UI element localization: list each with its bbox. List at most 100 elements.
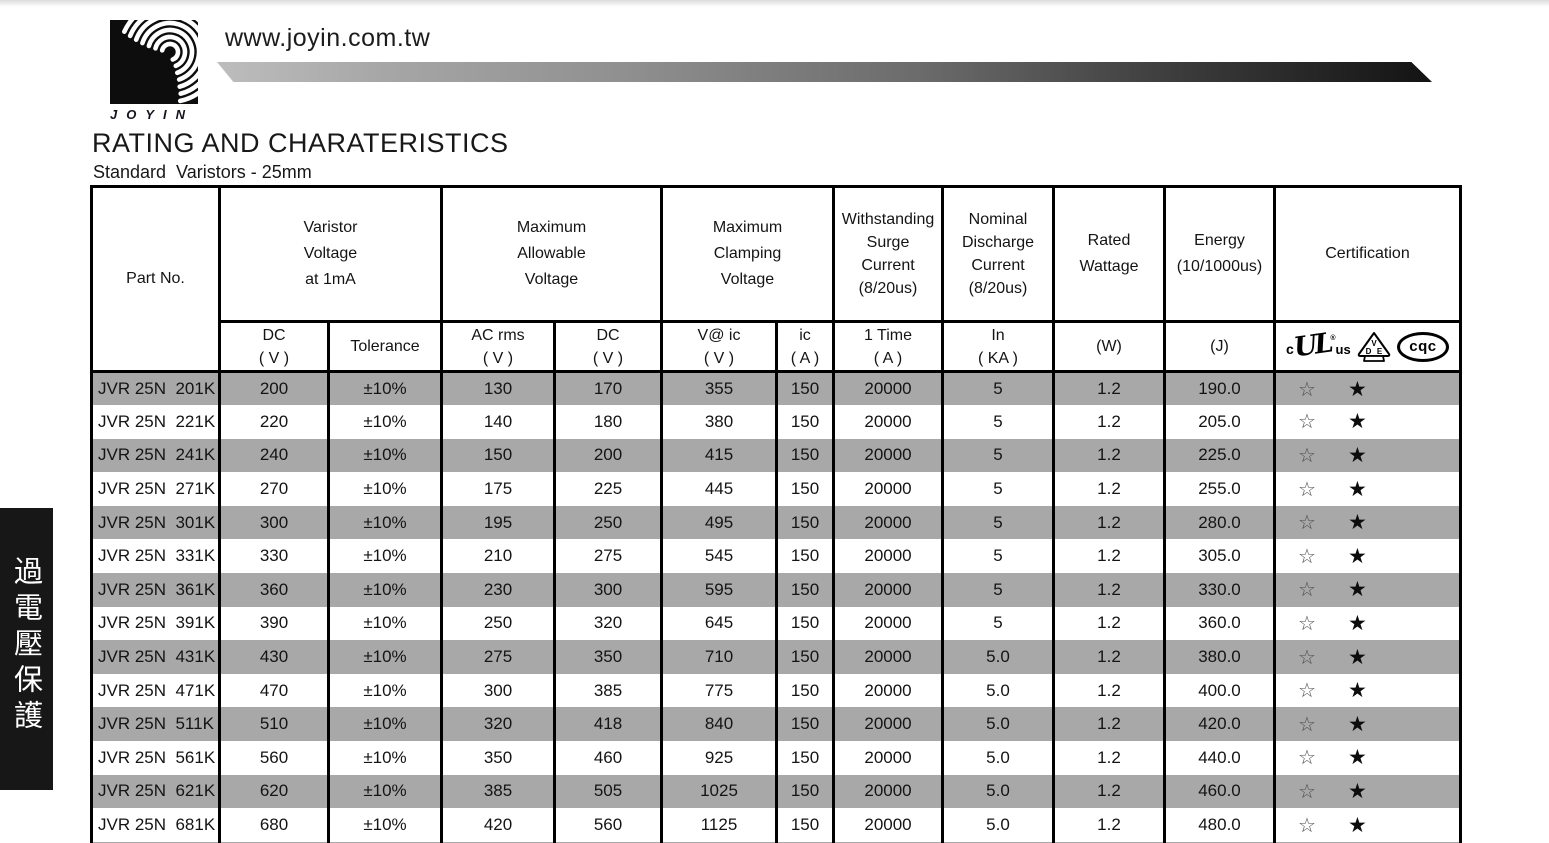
table-row: JVR 25N 681K 680 ±10% 420 560 1125 150 20000 5.0… [91, 808, 1461, 842]
cell-clamping-current: 150 [775, 774, 834, 809]
cell-dc-voltage: 200 [218, 371, 329, 406]
cell-part-no: JVR 25N 201K [91, 371, 220, 406]
vde-cert-star-icon: ★ [1347, 813, 1367, 837]
cell-energy: 460.0 [1163, 774, 1275, 809]
table-row: JVR 25N 361K 360 ±10% 230 300 595 150 20000 5 1.2… [91, 573, 1461, 607]
cell-dc-max: 180 [553, 405, 662, 439]
cell-part-no: JVR 25N 681K [91, 808, 220, 842]
ul-cert-star-icon: ☆ [1298, 713, 1316, 736]
cell-tolerance: ±10% [327, 505, 442, 540]
cell-rated-wattage: 1.2 [1052, 472, 1165, 506]
subheader-tolerance: Tolerance [327, 321, 442, 373]
cell-certification: ☆ ★ [1273, 774, 1461, 809]
cell-dc-max: 200 [553, 438, 662, 473]
vde-cert-star-icon: ★ [1347, 377, 1367, 401]
subheader-cert-icons: c UL ® us V D E cqc [1273, 321, 1461, 373]
cell-ac-rms: 250 [440, 606, 555, 641]
cell-empty [660, 841, 777, 843]
cell-energy: 255.0 [1163, 472, 1275, 506]
cell-ac-rms: 210 [440, 539, 555, 574]
side-tab-overvoltage-protection: 過電壓保護 [0, 508, 53, 790]
cul-us-mark-icon: c UL ® us [1286, 327, 1351, 364]
ul-cert-star-icon: ☆ [1298, 579, 1316, 602]
cell-dc-max: 275 [553, 539, 662, 574]
cell-energy: 440.0 [1163, 741, 1275, 775]
table-row: JVR 25N 331K 330 ±10% 210 275 545 150 20000 5 1.2… [91, 539, 1461, 574]
cell-discharge-current: 5.0 [941, 673, 1054, 708]
cell-empty [91, 841, 220, 843]
ul-cert-star-icon: ☆ [1298, 646, 1316, 669]
cell-part-no: JVR 25N 561K [91, 741, 220, 775]
cell-clamping-current: 150 [775, 640, 834, 674]
ul-cert-star-icon: ☆ [1298, 444, 1316, 467]
table-row: JVR 25N 621K 620 ±10% 385 505 1025 150 20000 5.0… [91, 774, 1461, 809]
cell-certification: ☆ ★ [1273, 371, 1461, 406]
cell-tolerance: ±10% [327, 539, 442, 574]
cell-empty [1163, 841, 1275, 843]
col-header-max-allowable-voltage: Maximum Allowable Voltage [440, 186, 662, 323]
cell-clamping-current: 150 [775, 438, 834, 473]
cell-clamping-voltage: 495 [660, 505, 777, 540]
cell-tolerance: ±10% [327, 640, 442, 674]
vde-cert-star-icon: ★ [1347, 679, 1367, 703]
cell-rated-wattage: 1.2 [1052, 505, 1165, 540]
cell-part-no: JVR 25N 271K [91, 472, 220, 506]
subheader-energy-unit: (J) [1163, 321, 1275, 373]
vde-cert-star-icon: ★ [1347, 477, 1367, 501]
cell-clamping-voltage: 595 [660, 573, 777, 607]
page-subtitle: Standard Varistors - 25mm [93, 162, 312, 182]
vde-cert-star-icon: ★ [1347, 544, 1367, 568]
cell-tolerance: ±10% [327, 573, 442, 607]
cell-clamping-voltage: 545 [660, 539, 777, 574]
vde-cert-star-icon: ★ [1347, 578, 1367, 602]
svg-text:E: E [1377, 347, 1383, 356]
cell-certification: ☆ ★ [1273, 573, 1461, 607]
col-header-certification: Certification [1273, 186, 1461, 323]
gradient-bar [217, 62, 1432, 82]
joyin-logo [110, 0, 223, 105]
col-header-part-no: Part No. [91, 186, 220, 373]
cell-clamping-current: 150 [775, 505, 834, 540]
cell-ac-rms: 175 [440, 472, 555, 506]
vde-cert-star-icon: ★ [1347, 645, 1367, 669]
cell-discharge-current: 5 [941, 472, 1054, 506]
cell-discharge-current: 5 [941, 573, 1054, 607]
cell-discharge-current: 5.0 [941, 774, 1054, 809]
cell-clamping-voltage: 1125 [660, 808, 777, 842]
cell-dc-voltage: 360 [218, 573, 329, 607]
vde-cert-star-icon: ★ [1347, 410, 1367, 434]
cell-surge-current: 20000 [832, 640, 943, 674]
cell-rated-wattage: 1.2 [1052, 673, 1165, 708]
cell-dc-max: 170 [553, 371, 662, 406]
cell-tolerance: ±10% [327, 405, 442, 439]
cell-dc-voltage: 560 [218, 741, 329, 775]
cell-ac-rms: 300 [440, 673, 555, 708]
col-header-rated-wattage: Rated Wattage [1052, 186, 1165, 323]
side-tab-label: 過電壓保護 [9, 556, 44, 736]
cell-clamping-voltage: 925 [660, 741, 777, 775]
cell-rated-wattage: 1.2 [1052, 707, 1165, 742]
header-row-groups: Part No. Varistor Voltage at 1mA Maximum… [91, 186, 1461, 373]
cell-part-no: JVR 25N 391K [91, 606, 220, 641]
cell-empty [218, 841, 329, 843]
ul-cert-star-icon: ☆ [1298, 478, 1316, 501]
subheader-dc-v: DC ( V ) [218, 321, 329, 373]
table-row: JVR 25N 431K 430 ±10% 275 350 710 150 20000 5.0 1… [91, 640, 1461, 674]
cell-tolerance: ±10% [327, 472, 442, 506]
col-header-withstanding-surge-current: Withstanding Surge Current (8/20us) [832, 186, 943, 323]
cell-discharge-current: 5.0 [941, 741, 1054, 775]
cell-discharge-current: 5.0 [941, 640, 1054, 674]
cell-dc-max: 320 [553, 606, 662, 641]
cell-rated-wattage: 1.2 [1052, 438, 1165, 473]
cell-energy: 480.0 [1163, 808, 1275, 842]
cell-rated-wattage: 1.2 [1052, 741, 1165, 775]
cell-part-no: JVR 25N 361K [91, 573, 220, 607]
cell-dc-max: 250 [553, 505, 662, 540]
col-header-energy: Energy (10/1000us) [1163, 186, 1275, 323]
cell-empty [553, 841, 662, 843]
cell-certification: ☆ ★ [1273, 472, 1461, 506]
cell-clamping-current: 150 [775, 472, 834, 506]
cell-empty [941, 841, 1054, 843]
ul-cert-star-icon: ☆ [1298, 814, 1316, 837]
